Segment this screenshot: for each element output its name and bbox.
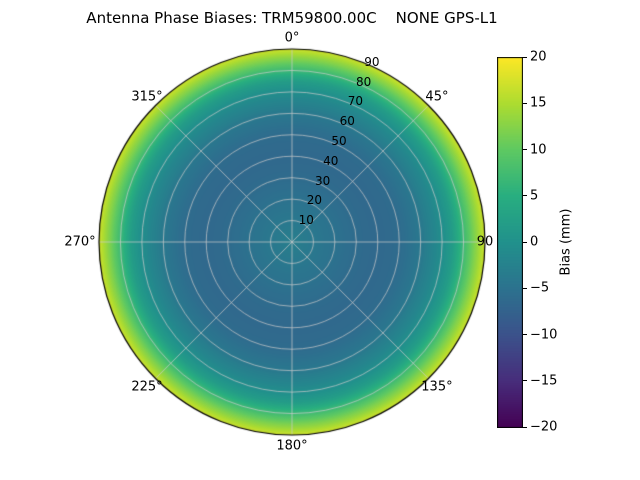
- colorbar-tick-mark: [523, 334, 527, 335]
- colorbar-tick-label: −5: [530, 280, 550, 296]
- zenith-tick-label-50: 50: [331, 133, 347, 148]
- zenith-tick-label-20: 20: [306, 193, 323, 208]
- zenith-tick-label-90: 90: [364, 54, 380, 69]
- colorbar-tick-label: −10: [530, 327, 558, 342]
- colorbar-tick-label: 5: [530, 188, 539, 204]
- colorbar-label: Bias (mm): [558, 208, 574, 276]
- azimuth-label-0: 0°: [284, 30, 300, 46]
- zenith-tick-label-80: 80: [356, 74, 372, 89]
- azimuth-label-270: 270°: [64, 234, 96, 250]
- colorbar-tick-label: −15: [530, 373, 558, 389]
- zenith-tick-label-60: 60: [339, 114, 355, 129]
- colorbar-tick-label: −20: [530, 419, 558, 435]
- colorbar-tick-label: 10: [530, 142, 547, 157]
- colorbar-tick-label: 15: [530, 95, 547, 111]
- colorbar-tick-label: 20: [530, 49, 547, 65]
- zenith-tick-label-40: 40: [323, 153, 339, 168]
- colorbar-tick-label: 0: [530, 234, 539, 250]
- chart-title: Antenna Phase Biases: TRM59800.00C NONE …: [86, 9, 498, 27]
- colorbar-tick-mark: [523, 102, 527, 104]
- colorbar-tick-mark: [523, 56, 527, 58]
- colorbar-tick-mark: [523, 426, 527, 428]
- azimuth-label-90: 90: [476, 234, 494, 250]
- colorbar-tick-mark: [523, 149, 527, 150]
- azimuth-label-45: 45°: [425, 89, 449, 105]
- colorbar-tick-mark: [523, 195, 527, 197]
- zenith-tick-label-10: 10: [298, 213, 314, 228]
- azimuth-label-135: 135°: [421, 379, 453, 395]
- zenith-tick-label-30: 30: [314, 173, 331, 188]
- polar-heatmap: [92, 42, 492, 442]
- azimuth-label-180: 180°: [276, 438, 308, 454]
- zenith-tick-label-70: 70: [347, 94, 364, 109]
- colorbar-tick-mark: [523, 380, 527, 382]
- colorbar-tick-mark: [523, 287, 527, 289]
- azimuth-label-225: 225°: [131, 379, 163, 395]
- colorbar: [497, 57, 523, 428]
- azimuth-label-315: 315°: [131, 89, 163, 105]
- colorbar-tick-mark: [523, 241, 527, 243]
